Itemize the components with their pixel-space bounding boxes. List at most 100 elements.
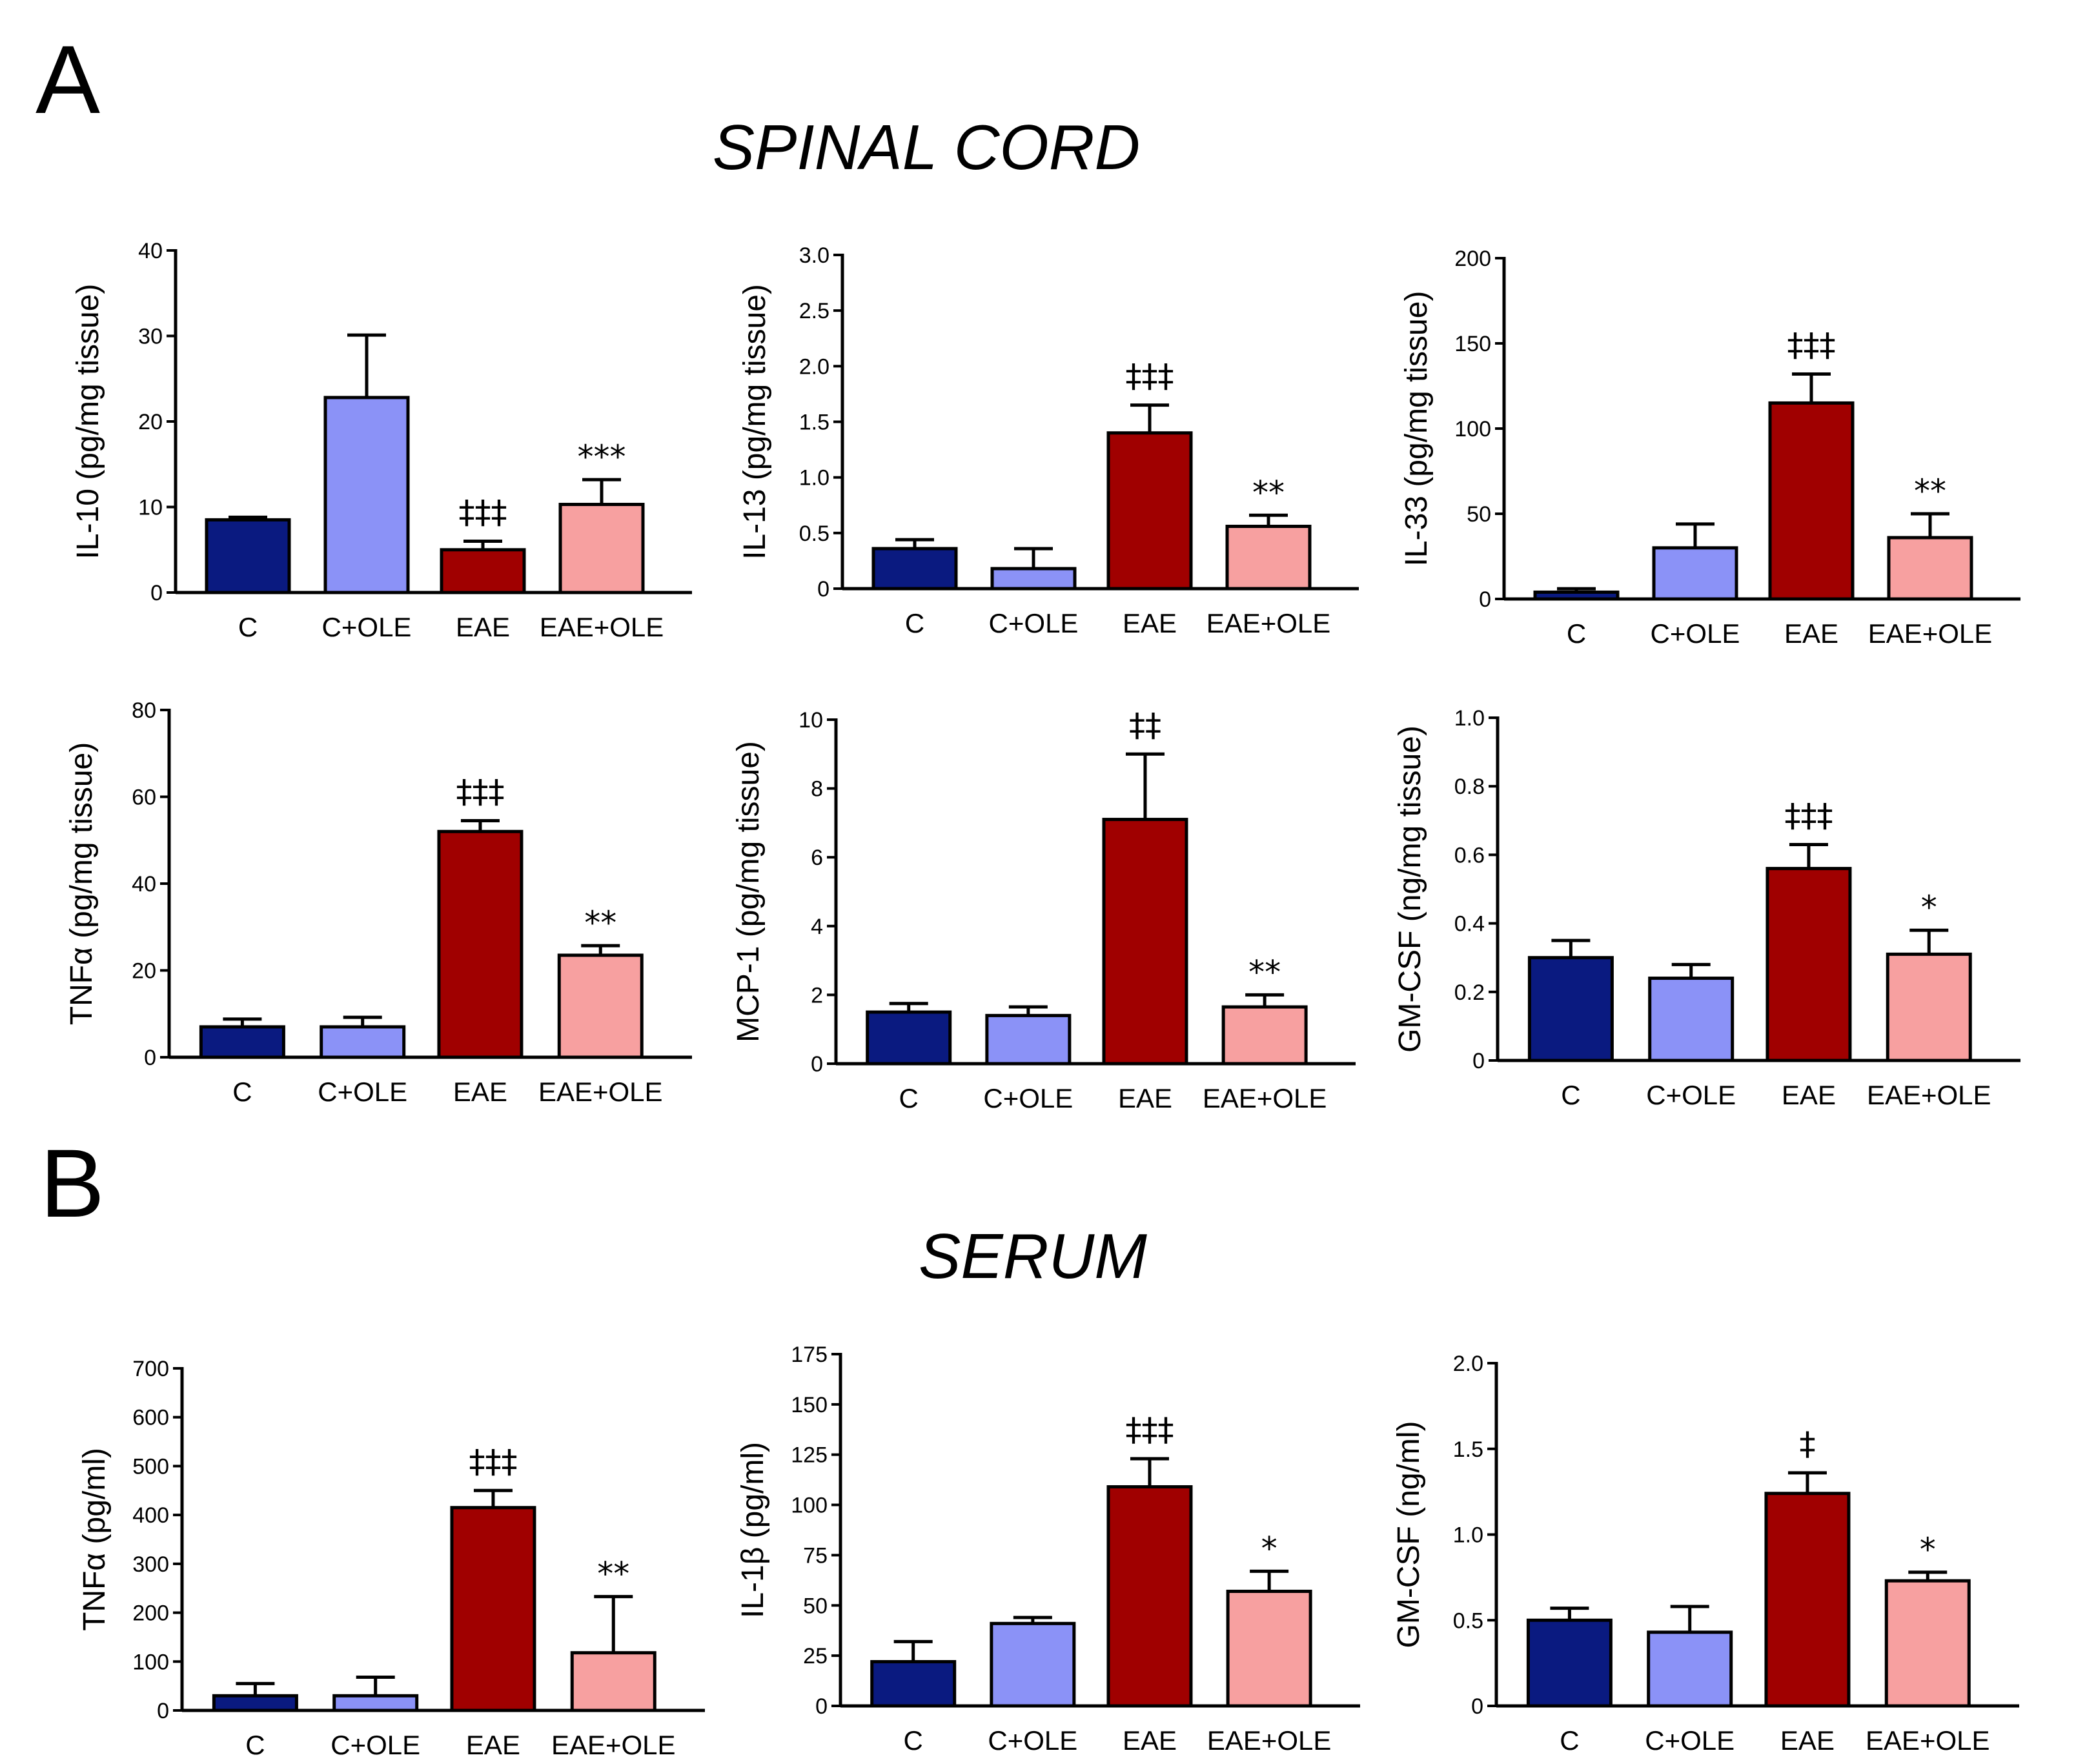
category-label: EAE	[456, 612, 510, 642]
bar-c-plus-ole	[990, 567, 1077, 591]
category-label: C	[232, 1077, 252, 1107]
chart-8: 0 25 50 75 100 125 150 175 IL-1β (pg/ml) C C+OLE EA…	[736, 1343, 1360, 1756]
y-tick-label: 1.5	[799, 411, 829, 435]
bar-c	[866, 1010, 952, 1066]
y-tick-label: 3.0	[799, 243, 829, 268]
category-label: C+OLE	[983, 1083, 1073, 1113]
y-axis-label: GM-CSF (ng/mg tissue)	[1393, 725, 1427, 1053]
y-tick-label: 0	[811, 1052, 823, 1077]
bar-eae	[1764, 1492, 1851, 1708]
panel-b-letter: B	[40, 1129, 105, 1237]
category-label: C+OLE	[318, 1077, 407, 1107]
significance-dagger: ‡‡	[1129, 706, 1161, 744]
significance-star: *	[1920, 1531, 1936, 1568]
bar-eae	[1102, 818, 1188, 1066]
y-tick-label: 40	[138, 239, 163, 263]
bar-eae-plus-ole	[1887, 536, 1973, 601]
y-tick-label: 100	[1454, 417, 1491, 441]
category-label: EAE+OLE	[551, 1730, 676, 1760]
y-tick-label: 0.2	[1454, 980, 1485, 1005]
significance-dagger: ‡‡‡	[1784, 796, 1833, 834]
category-label: EAE	[1123, 608, 1177, 638]
bar-c-plus-ole	[1647, 1630, 1733, 1708]
bar-eae-plus-ole	[1886, 952, 1972, 1062]
significance-dagger: ‡‡‡	[459, 494, 507, 531]
y-tick-label: 500	[132, 1454, 169, 1479]
bar-c-plus-ole	[323, 396, 410, 594]
significance-star: **	[584, 904, 616, 942]
y-tick-label: 1.0	[799, 466, 829, 491]
bar-c-plus-ole	[332, 1694, 419, 1712]
y-tick-label: 0.6	[1454, 843, 1485, 867]
y-tick-label: 1.0	[1454, 706, 1485, 731]
y-tick-label: 40	[132, 872, 156, 897]
y-tick-label: 50	[803, 1594, 828, 1618]
chart-4: 0 20 40 60 80 TNFα (pg/mg tissue) C C+OLE EAE ‡‡‡…	[65, 698, 692, 1107]
y-tick-label: 0.5	[799, 522, 829, 546]
bar-eae-plus-ole	[1884, 1579, 1971, 1708]
category-label: C	[1561, 1080, 1580, 1110]
y-tick-label: 4	[811, 915, 823, 939]
section-a-title: SPINAL CORD	[713, 112, 1141, 183]
bar-eae-plus-ole	[1226, 1589, 1312, 1708]
y-tick-label: 20	[132, 959, 156, 984]
category-label: EAE+OLE	[538, 1077, 663, 1107]
bar-eae-plus-ole	[558, 503, 645, 594]
y-tick-label: 8	[811, 777, 823, 802]
y-tick-label: 125	[791, 1443, 828, 1468]
category-label: EAE	[1784, 618, 1838, 649]
bar-c	[205, 518, 291, 594]
y-tick-label: 75	[803, 1543, 828, 1568]
significance-dagger: ‡‡‡	[1125, 1411, 1174, 1448]
chart-5: 0 2 4 6 8 10 MCP-1 (pg/mg tissue) C C+OLE EAE ‡‡ EA…	[731, 706, 1356, 1113]
significance-dagger: ‡‡‡	[456, 773, 504, 810]
y-tick-label: 10	[799, 708, 823, 733]
y-tick-label: 1.0	[1453, 1523, 1483, 1548]
y-tick-label: 2.0	[799, 354, 829, 379]
y-tick-label: 0	[157, 1699, 169, 1723]
significance-dagger: ‡	[1799, 1425, 1815, 1463]
bar-eae	[440, 548, 526, 594]
y-tick-label: 0	[1472, 1049, 1485, 1073]
significance-star: *	[1921, 889, 1937, 926]
bar-eae-plus-ole	[1225, 524, 1312, 591]
y-tick-label: 150	[791, 1393, 828, 1417]
category-label: C	[1560, 1725, 1579, 1756]
y-axis-label: IL-1β (pg/ml)	[736, 1442, 770, 1618]
category-label: C	[245, 1730, 265, 1760]
y-tick-label: 0	[815, 1694, 828, 1719]
bar-c	[1533, 590, 1620, 601]
bar-eae-plus-ole	[557, 953, 644, 1059]
bar-c-plus-ole	[985, 1013, 1072, 1066]
panel-a-letter: A	[36, 25, 100, 134]
y-axis-label: GM-CSF (ng/ml)	[1392, 1421, 1426, 1648]
y-tick-label: 25	[803, 1644, 828, 1668]
category-label: EAE	[1123, 1725, 1177, 1756]
y-tick-label: 0.5	[1453, 1608, 1483, 1633]
bar-c-plus-ole	[990, 1621, 1076, 1708]
chart-7: 0 100 200 300 400 500 600 700 TNFα (pg/ml) C C+OLE…	[77, 1357, 705, 1760]
significance-dagger: ‡‡‡	[1126, 358, 1174, 395]
bar-eae	[1106, 431, 1193, 591]
y-axis-label: IL-33 (pg/mg tissue)	[1399, 291, 1434, 567]
bar-c-plus-ole	[320, 1025, 406, 1059]
category-label: EAE+OLE	[1207, 1725, 1332, 1756]
y-tick-label: 175	[791, 1343, 828, 1367]
category-label: C+OLE	[988, 1725, 1077, 1756]
category-label: C	[904, 1725, 923, 1756]
section-b-title: SERUM	[919, 1221, 1147, 1292]
y-tick-label: 0	[144, 1046, 156, 1070]
significance-star: **	[1248, 953, 1281, 991]
category-label: C	[238, 612, 258, 642]
y-axis-label: IL-10 (pg/mg tissue)	[71, 284, 105, 560]
y-tick-label: 150	[1454, 332, 1491, 356]
significance-star: ***	[578, 438, 626, 476]
bar-c-plus-ole	[1648, 977, 1735, 1062]
category-label: C+OLE	[1651, 618, 1740, 649]
bar-c	[1527, 956, 1614, 1062]
y-tick-label: 80	[132, 698, 156, 723]
y-tick-label: 2.0	[1453, 1352, 1483, 1376]
chart-3: 0 50 100 150 200 IL-33 (pg/mg tissue) C C+OLE EA…	[1399, 247, 2020, 649]
